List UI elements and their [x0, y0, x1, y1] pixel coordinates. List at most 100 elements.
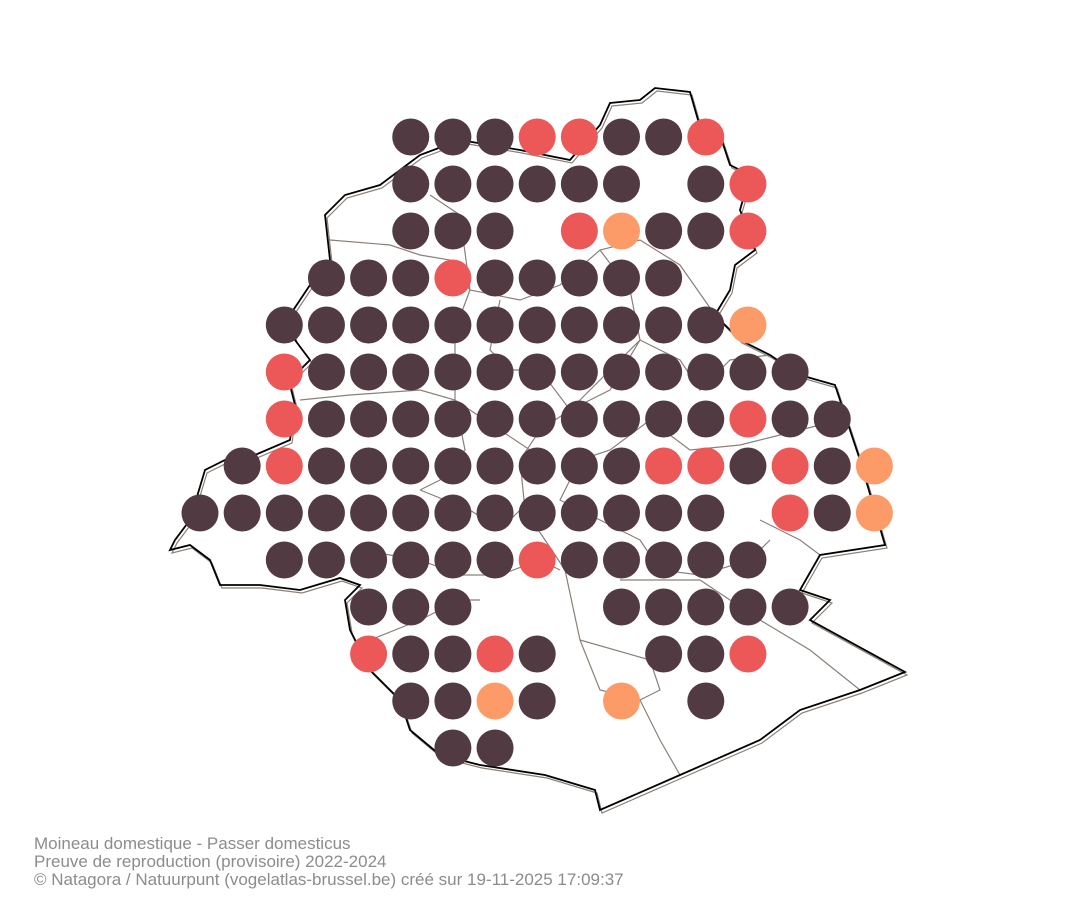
grid-square-dot [350, 447, 388, 485]
grid-square-dot [560, 494, 598, 532]
grid-square-dot [307, 494, 345, 532]
grid-square-dot [476, 212, 514, 250]
grid-square-dot [434, 400, 472, 438]
grid-square-dot [687, 682, 725, 720]
grid-square-dot [518, 306, 556, 344]
grid-square-dot [434, 447, 472, 485]
grid-square-dot [518, 353, 556, 391]
grid-square-dot [771, 447, 809, 485]
grid-square-dot [434, 635, 472, 673]
grid-square-dot [771, 588, 809, 626]
grid-square-dot [603, 259, 640, 297]
grid-square-dot [560, 447, 598, 485]
grid-square-dot [645, 118, 683, 156]
grid-square-dot [645, 588, 683, 626]
grid-square-dot [645, 494, 683, 532]
credit-line: © Natagora / Natuurpunt (vogelatlas-brus… [34, 870, 624, 889]
grid-square-dot [392, 635, 430, 673]
grid-square-dot [603, 541, 640, 579]
grid-square-dot [687, 588, 725, 626]
grid-square-dot [855, 447, 893, 485]
grid-square-dot [392, 118, 430, 156]
grid-square-dot [560, 541, 598, 579]
grid-square-dot [434, 588, 472, 626]
grid-square-dot [603, 400, 640, 438]
grid-square-dot [223, 494, 261, 532]
grid-square-dot [434, 729, 472, 767]
grid-square-dot [476, 729, 514, 767]
grid-square-dot [729, 635, 767, 673]
grid-square-dot [687, 306, 725, 344]
grid-square-dot [729, 400, 767, 438]
grid-square-dot [392, 494, 430, 532]
grid-square-dot [687, 447, 725, 485]
grid-square-dot [729, 165, 767, 203]
grid-square-dot [392, 212, 430, 250]
grid-square-dot [350, 588, 388, 626]
grid-square-dot [518, 118, 556, 156]
grid-square-dot [476, 541, 514, 579]
grid-square-dot [434, 165, 472, 203]
grid-square-dot [729, 588, 767, 626]
grid-square-dot [307, 447, 345, 485]
grid-square-dot [434, 306, 472, 344]
grid-square-dot [855, 494, 893, 532]
grid-square-dot [603, 588, 640, 626]
grid-square-dot [771, 400, 809, 438]
grid-square-dot [645, 447, 683, 485]
grid-square-dot [392, 682, 430, 720]
map-caption: Moineau domestique - Passer domesticus P… [34, 835, 624, 889]
grid-square-dot [518, 494, 556, 532]
grid-square-dot [223, 447, 261, 485]
grid-square-dot [476, 400, 514, 438]
grid-square-dot [307, 306, 345, 344]
grid-square-dot [350, 259, 388, 297]
grid-square-dot [729, 353, 767, 391]
grid-square-dot [645, 212, 683, 250]
grid-square-dot [603, 353, 640, 391]
grid-square-dot [392, 588, 430, 626]
grid-square-dot [687, 353, 725, 391]
grid-square-dot [813, 400, 851, 438]
grid-square-dot [181, 494, 219, 532]
grid-square-dot [813, 494, 851, 532]
grid-square-dot [645, 400, 683, 438]
grid-square-dot [518, 259, 556, 297]
grid-square-dot [350, 635, 388, 673]
grid-square-dot [729, 541, 767, 579]
grid-square-dot [645, 306, 683, 344]
grid-square-dot [518, 165, 556, 203]
grid-square-dot [518, 635, 556, 673]
grid-square-dot [518, 682, 556, 720]
grid-square-dot [560, 118, 598, 156]
grid-square-dot [603, 306, 640, 344]
grid-square-dot [392, 447, 430, 485]
grid-square-dot [476, 118, 514, 156]
grid-square-dot [687, 165, 725, 203]
grid-square-dot [560, 165, 598, 203]
grid-square-dot [434, 494, 472, 532]
grid-square-dot [307, 259, 345, 297]
grid-squares [181, 118, 893, 767]
grid-square-dot [392, 353, 430, 391]
grid-square-dot [729, 212, 767, 250]
grid-square-dot [476, 259, 514, 297]
grid-square-dot [729, 306, 767, 344]
grid-square-dot [350, 306, 388, 344]
grid-square-dot [603, 212, 640, 250]
grid-square-dot [434, 212, 472, 250]
grid-square-dot [518, 400, 556, 438]
grid-square-dot [350, 400, 388, 438]
grid-square-dot [603, 494, 640, 532]
map-subtitle: Preuve de reproduction (provisoire) 2022… [34, 852, 387, 871]
grid-square-dot [687, 400, 725, 438]
grid-square-dot [350, 494, 388, 532]
grid-square-dot [265, 306, 303, 344]
grid-square-dot [560, 353, 598, 391]
grid-square-dot [476, 682, 514, 720]
grid-square-dot [687, 494, 725, 532]
grid-square-dot [434, 682, 472, 720]
grid-square-dot [307, 541, 345, 579]
grid-square-dot [392, 259, 430, 297]
grid-square-dot [265, 541, 303, 579]
